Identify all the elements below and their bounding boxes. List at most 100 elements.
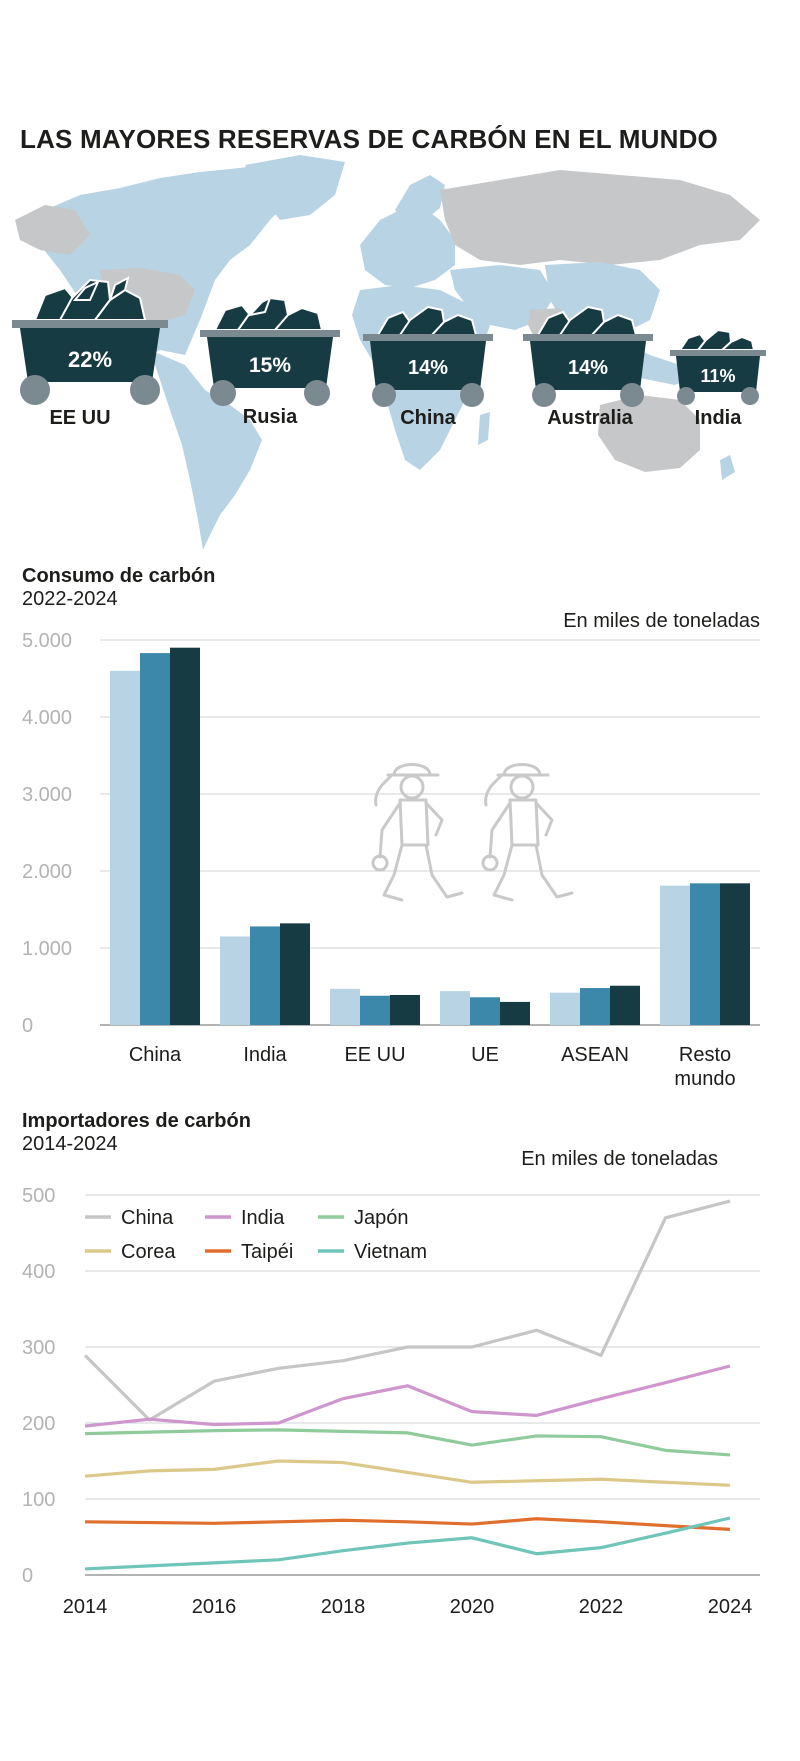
legend-label: Vietnam bbox=[354, 1241, 427, 1263]
bar-resto-mundo-2023 bbox=[690, 883, 720, 1025]
map-madagascar bbox=[478, 412, 490, 445]
legend-item-japón: Japón bbox=[318, 1207, 409, 1229]
reserve-country: Australia bbox=[547, 407, 633, 429]
line-chart-unit: En miles de toneladas bbox=[521, 1148, 718, 1170]
x-tick-label: 2014 bbox=[63, 1596, 108, 1618]
bar-chart-gridlines bbox=[100, 639, 760, 1026]
legend-item-china: China bbox=[85, 1207, 174, 1229]
bar-asean-2023 bbox=[580, 988, 610, 1025]
y-tick-label: 100 bbox=[22, 1489, 55, 1511]
bar-chart-title: Consumo de carbón bbox=[22, 565, 216, 587]
y-tick-label: 200 bbox=[22, 1413, 55, 1435]
y-tick-label: 2.000 bbox=[22, 861, 72, 883]
line-chart-subtitle: 2014-2024 bbox=[22, 1133, 118, 1155]
y-tick-label: 0 bbox=[22, 1015, 33, 1037]
bar-asean-2024 bbox=[610, 985, 640, 1025]
bar-ue-2022 bbox=[440, 991, 470, 1025]
legend-item-taipéi: Taipéi bbox=[205, 1241, 293, 1263]
map-greenland bbox=[245, 155, 345, 220]
wheel-icon bbox=[677, 387, 695, 405]
wheel-icon bbox=[741, 387, 759, 405]
legend-item-vietnam: Vietnam bbox=[318, 1241, 427, 1263]
x-tick-label: mundo bbox=[674, 1068, 735, 1090]
y-tick-label: 400 bbox=[22, 1261, 55, 1283]
legend-label: China bbox=[121, 1207, 174, 1229]
legend-label: Taipéi bbox=[241, 1241, 293, 1263]
bar-chart: 0 1.000 2.000 3.000 4.000 5.000 China India EE … bbox=[22, 630, 760, 1090]
legend-item-corea: Corea bbox=[85, 1241, 176, 1263]
line-series-taipéi bbox=[84, 1517, 731, 1531]
wheel-icon bbox=[620, 383, 644, 407]
coal-pile-icon bbox=[213, 295, 324, 331]
x-tick-label: 2022 bbox=[579, 1596, 624, 1618]
bar-india-2023 bbox=[250, 926, 280, 1025]
legend-label: Japón bbox=[354, 1207, 409, 1229]
cart-australia: 14% Australia bbox=[523, 305, 653, 429]
reserve-share: 15% bbox=[249, 354, 291, 377]
bar-india-2022 bbox=[220, 936, 250, 1025]
cart-body-icon bbox=[20, 328, 160, 382]
bar-china-2024 bbox=[170, 647, 200, 1025]
bar-india-2024 bbox=[280, 923, 310, 1025]
map-alaska bbox=[15, 205, 90, 255]
line-series-india bbox=[84, 1364, 731, 1428]
x-tick-label: EE UU bbox=[344, 1044, 405, 1066]
line-series-china bbox=[83, 1199, 731, 1422]
bar-ue-2023 bbox=[470, 997, 500, 1025]
map-europe bbox=[360, 205, 455, 288]
miner-icon bbox=[371, 763, 464, 902]
bar-ue-2024 bbox=[500, 1001, 530, 1025]
reserve-country: EE UU bbox=[49, 407, 110, 429]
wheel-icon bbox=[460, 383, 484, 407]
cart-rim bbox=[523, 334, 653, 341]
line-chart-x-tick-labels: 2014 2016 2018 2020 2022 2024 bbox=[63, 1596, 753, 1618]
map-scandinavia bbox=[395, 175, 445, 222]
cart-body-icon bbox=[207, 337, 333, 388]
cart-body-icon bbox=[530, 341, 646, 390]
x-tick-label: 2016 bbox=[192, 1596, 237, 1618]
y-tick-label: 5.000 bbox=[22, 630, 72, 652]
map-russia bbox=[440, 170, 760, 265]
wheel-icon bbox=[304, 380, 330, 406]
y-tick-label: 0 bbox=[22, 1565, 33, 1587]
y-tick-label: 500 bbox=[22, 1185, 55, 1207]
cart-ee-uu: 22% EE UU bbox=[12, 276, 168, 429]
x-tick-label: 2020 bbox=[450, 1596, 495, 1618]
wheel-icon bbox=[130, 375, 160, 405]
line-series-vietnam bbox=[84, 1516, 731, 1571]
cart-rim bbox=[363, 334, 493, 341]
bar-resto-mundo-2022 bbox=[660, 885, 690, 1025]
cart-rim bbox=[200, 330, 340, 337]
wheel-icon bbox=[372, 383, 396, 407]
y-tick-label: 4.000 bbox=[22, 707, 72, 729]
miner-icon bbox=[481, 763, 574, 902]
world-reserves-map: 22% EE UU 15% Rusia bbox=[12, 155, 766, 550]
bar-chart-unit: En miles de toneladas bbox=[563, 610, 760, 632]
reserve-share: 11% bbox=[700, 366, 735, 386]
y-tick-label: 300 bbox=[22, 1337, 55, 1359]
line-chart-title: Importadores de carbón bbox=[22, 1110, 251, 1132]
reserve-country: China bbox=[400, 407, 456, 429]
x-tick-label: China bbox=[129, 1044, 182, 1066]
line-chart: China India Japón Corea Taipéi Vietnam 0 100 20… bbox=[22, 1185, 760, 1618]
cart-rim bbox=[670, 350, 766, 356]
bar-resto-mundo-2024 bbox=[720, 883, 750, 1025]
x-tick-label: Resto bbox=[679, 1044, 731, 1066]
cart-body-icon bbox=[370, 341, 486, 390]
bar-ee-uu-2024 bbox=[390, 994, 420, 1025]
miner-illustration bbox=[371, 763, 574, 902]
page-title: LAS MAYORES RESERVAS DE CARBÓN EN EL MUN… bbox=[20, 124, 718, 154]
reserve-share: 14% bbox=[408, 357, 448, 379]
bar-china-2023 bbox=[140, 653, 170, 1025]
line-chart-series bbox=[83, 1199, 731, 1571]
bar-ee-uu-2022 bbox=[330, 988, 360, 1025]
reserve-country: Rusia bbox=[243, 406, 298, 428]
bar-asean-2022 bbox=[550, 992, 580, 1025]
legend-label: India bbox=[241, 1207, 285, 1229]
y-tick-label: 1.000 bbox=[22, 938, 72, 960]
cart-body-icon bbox=[676, 356, 760, 392]
map-south-america bbox=[150, 350, 262, 550]
reserve-country: India bbox=[695, 407, 743, 429]
